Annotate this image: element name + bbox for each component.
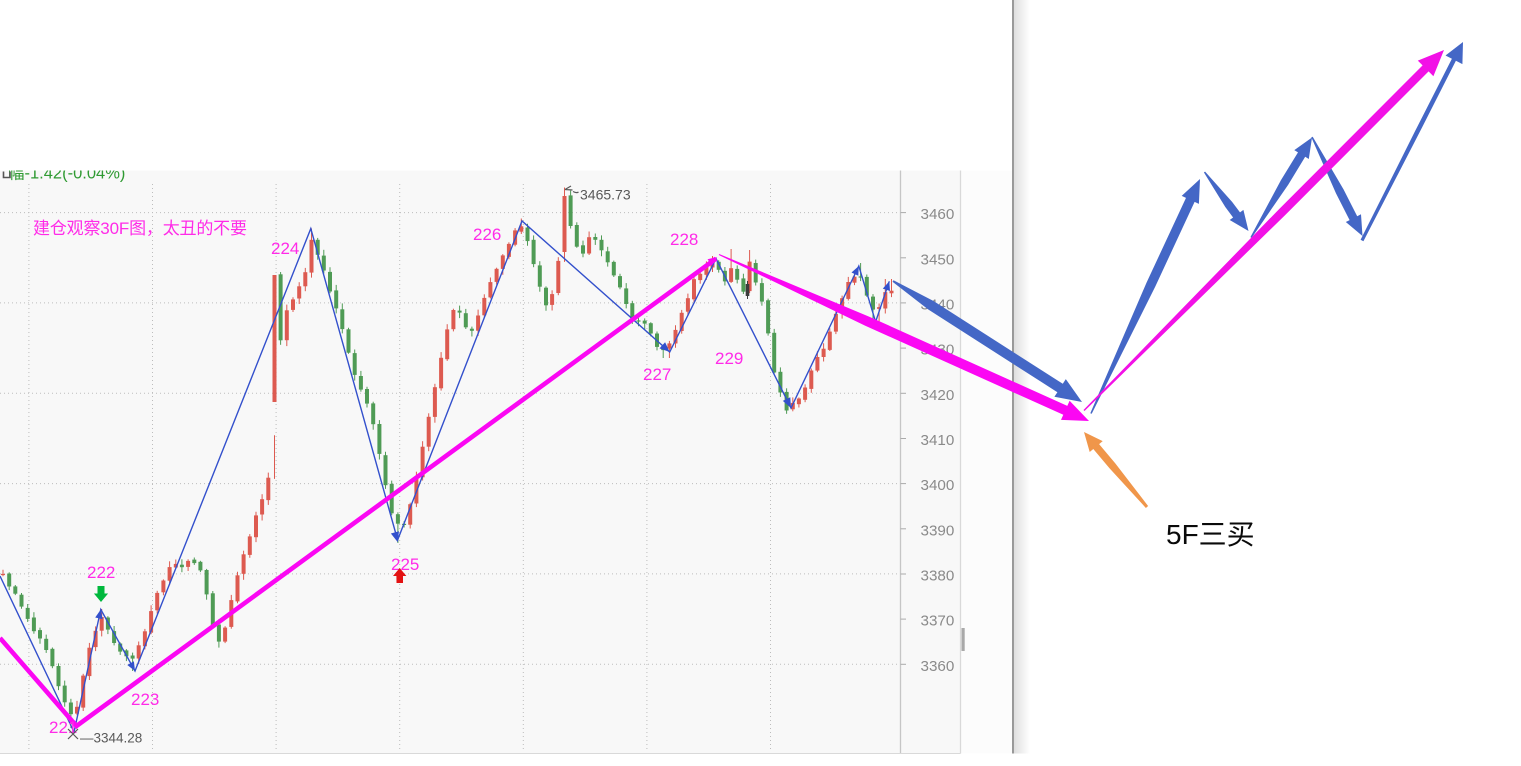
svg-text:3390: 3390 <box>921 522 955 539</box>
svg-text:3450: 3450 <box>921 251 955 268</box>
svg-text:5F三买: 5F三买 <box>1166 519 1255 550</box>
svg-text:228: 228 <box>670 230 698 249</box>
svg-text:建仓观察30F图，太丑的不要: 建仓观察30F图，太丑的不要 <box>33 219 247 238</box>
svg-text:222: 222 <box>87 563 115 582</box>
svg-text:224: 224 <box>271 239 299 258</box>
svg-text:3400: 3400 <box>921 477 955 494</box>
svg-text:—3344.28: —3344.28 <box>80 731 142 746</box>
svg-text:3465.73: 3465.73 <box>580 187 631 203</box>
svg-text:225: 225 <box>391 555 419 574</box>
svg-text:221: 221 <box>49 718 77 737</box>
svg-text:3370: 3370 <box>921 613 955 630</box>
svg-text:幅-1.42(-0.04%): 幅-1.42(-0.04%) <box>8 163 125 182</box>
svg-text:3360: 3360 <box>921 658 955 675</box>
svg-text:3420: 3420 <box>921 387 955 404</box>
svg-text:3380: 3380 <box>921 568 955 585</box>
svg-text:226: 226 <box>473 225 501 244</box>
svg-text:3410: 3410 <box>921 432 955 449</box>
svg-text:223: 223 <box>131 690 159 709</box>
svg-text:229: 229 <box>715 349 743 368</box>
svg-text:3460: 3460 <box>921 206 955 223</box>
svg-text:227: 227 <box>643 365 671 384</box>
